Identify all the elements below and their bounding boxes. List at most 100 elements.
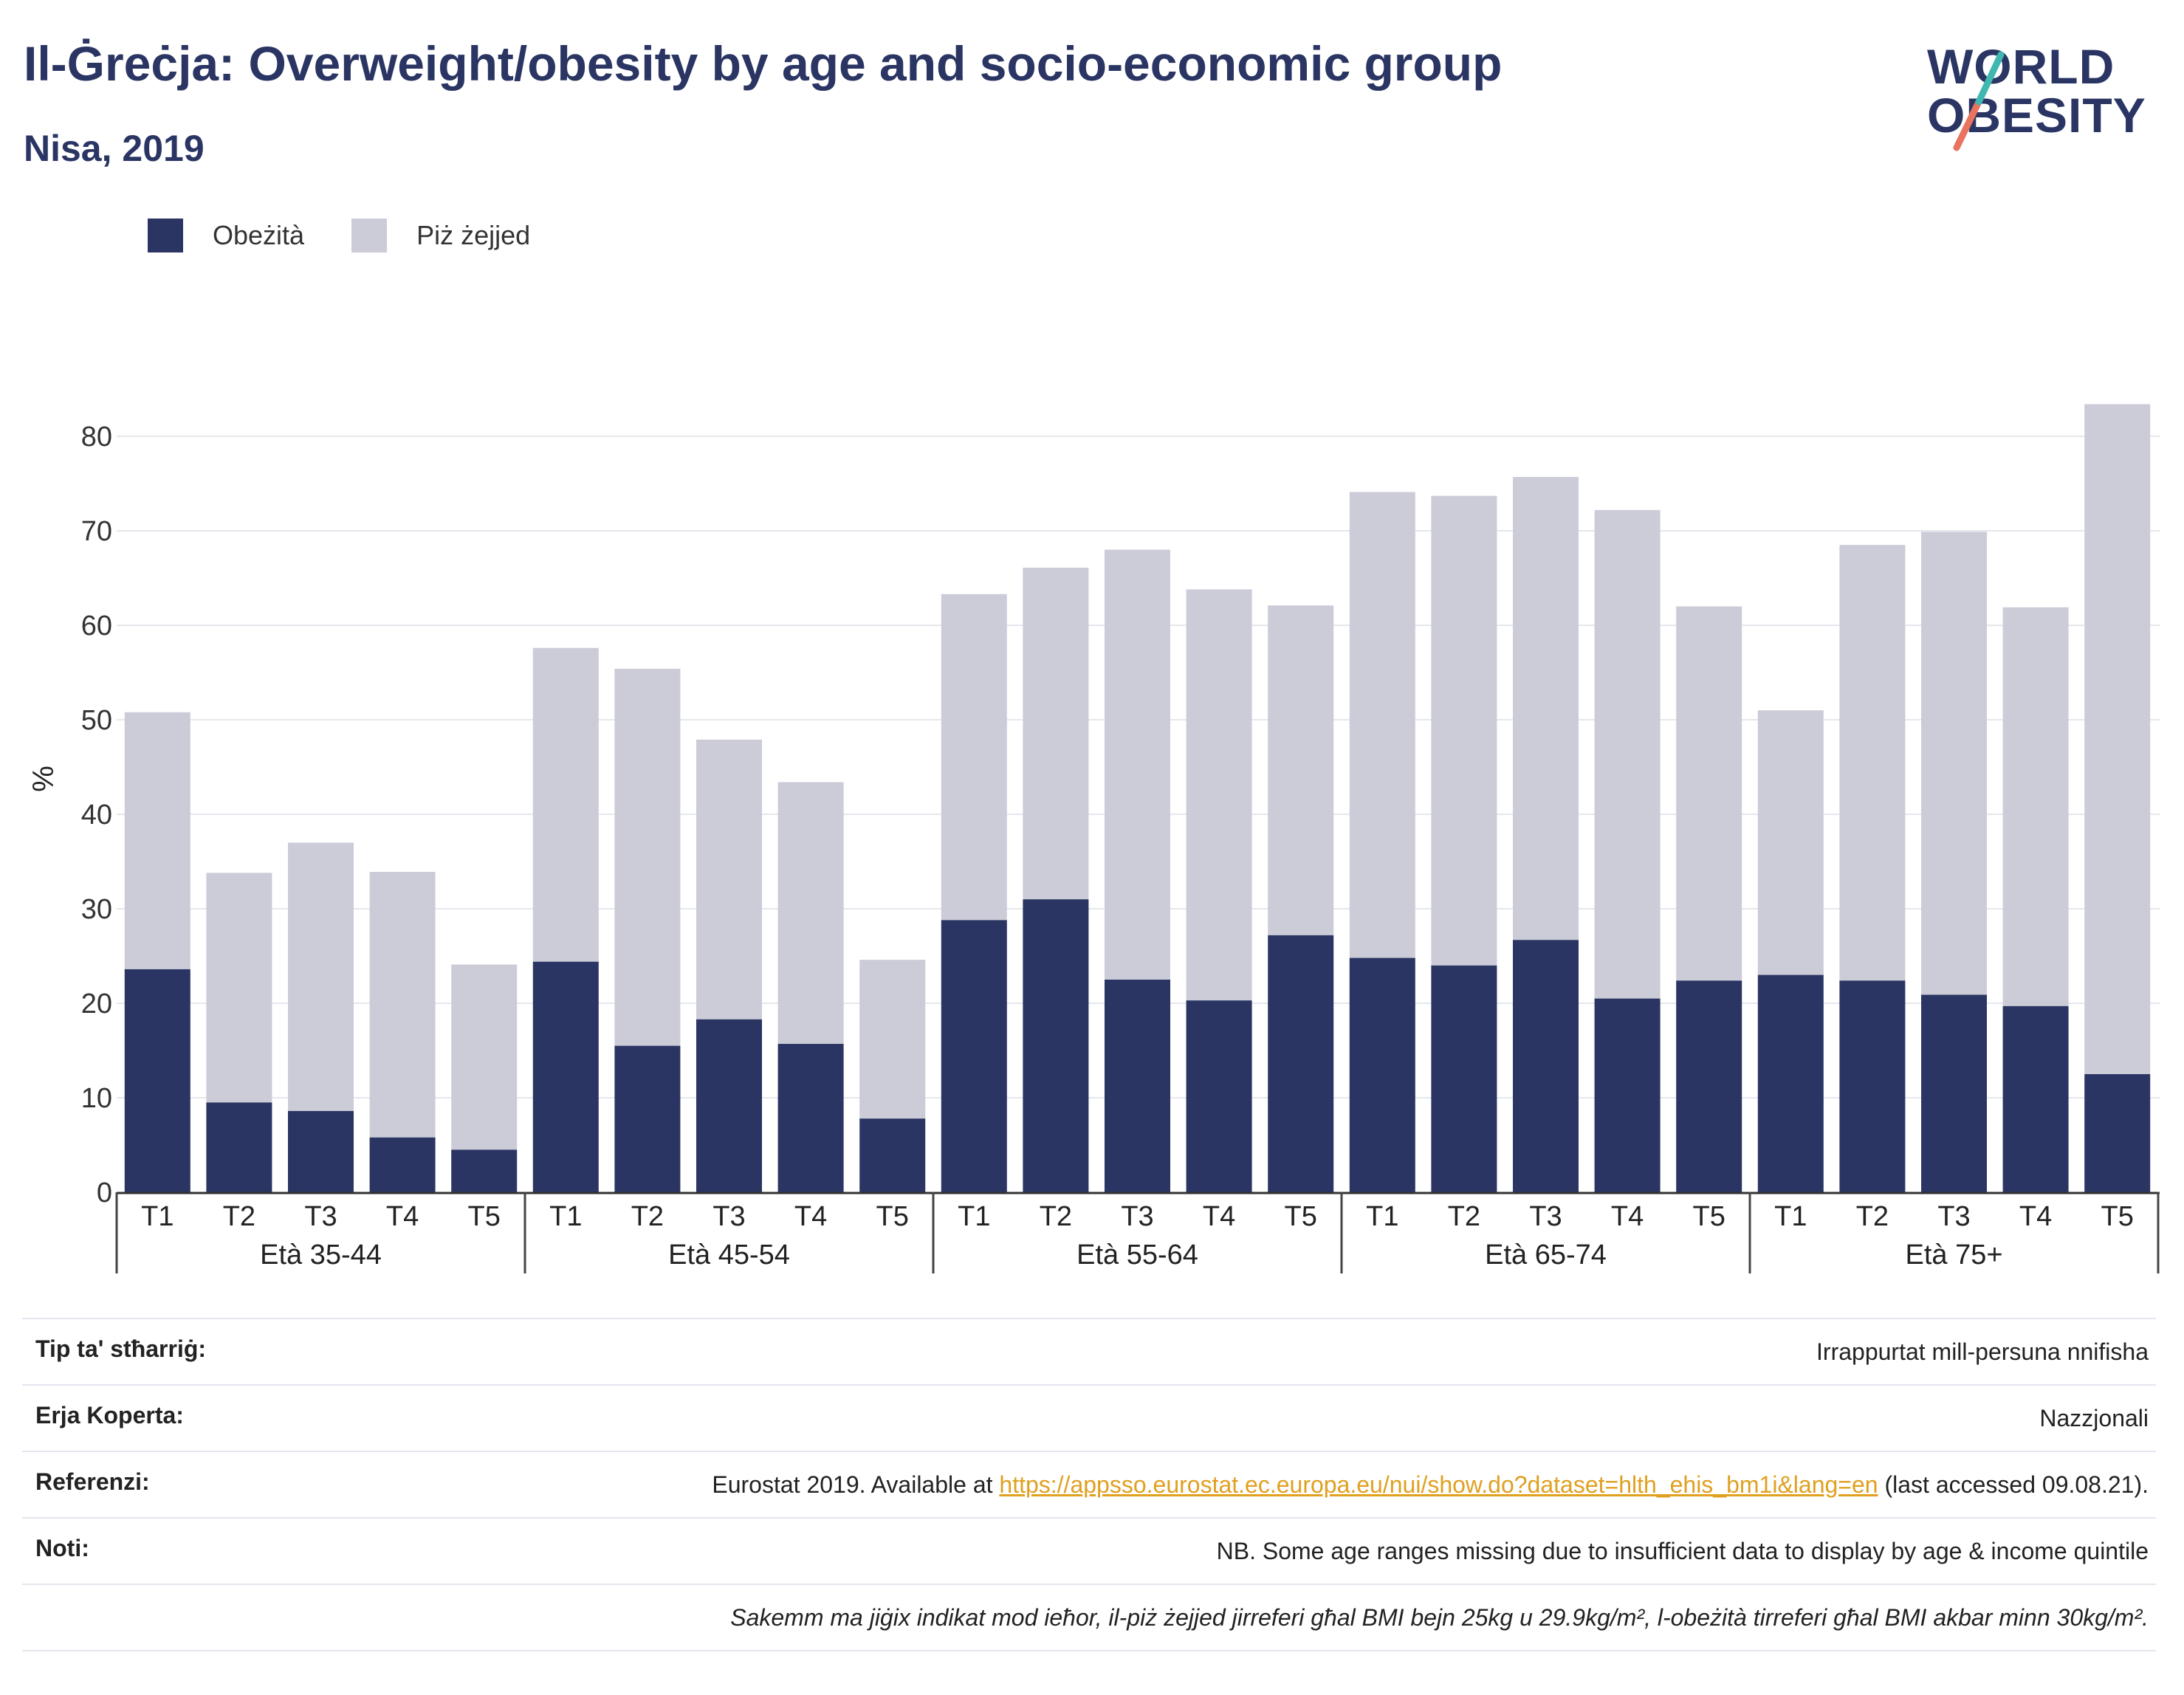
group-label: Età 55-64 [1076, 1240, 1198, 1271]
x-tick-label: T2 [1040, 1201, 1072, 1232]
bar-overweight [1268, 605, 1334, 935]
x-tick-label: T3 [304, 1201, 337, 1232]
x-tick-label: T5 [2101, 1201, 2134, 1232]
bar-overweight [124, 712, 190, 969]
x-tick-label: T1 [141, 1201, 174, 1232]
bar-obesity [1676, 980, 1742, 1192]
bar-obesity [941, 920, 1007, 1192]
bar-overweight [1023, 567, 1089, 900]
bar-overweight [369, 872, 436, 1138]
bar-obesity [532, 961, 599, 1192]
notes-label: Noti: [22, 1517, 357, 1584]
chart-subtitle: Nisa, 2019 [24, 128, 205, 169]
y-tick-label: 30 [81, 894, 112, 925]
bar-obesity [1839, 980, 1906, 1192]
x-tick-label: T5 [1693, 1201, 1725, 1232]
bar-overweight [1839, 545, 1906, 981]
bar-overweight [1513, 477, 1579, 941]
bar-obesity [1513, 940, 1579, 1192]
x-tick-label: T5 [1285, 1201, 1317, 1232]
bar-obesity [1023, 899, 1089, 1192]
x-tick-label: T3 [1121, 1201, 1153, 1232]
bar-overweight [1757, 710, 1824, 975]
bar-overweight [1349, 492, 1415, 958]
references-link[interactable]: https://appsso.eurostat.ec.europa.eu/nui… [999, 1471, 1878, 1498]
group-label: Età 35-44 [260, 1240, 382, 1271]
bar-obesity [1268, 935, 1334, 1192]
bar-overweight [1594, 509, 1661, 999]
chart-legend: Obeżità Piż żejjed [148, 219, 577, 252]
bar-obesity [451, 1149, 518, 1192]
group-label: Età 45-54 [668, 1240, 790, 1271]
bar-overweight [532, 647, 599, 962]
notes-value: NB. Some age ranges missing due to insuf… [357, 1517, 2156, 1584]
group-label: Età 65-74 [1485, 1240, 1607, 1271]
logo-slash-icon [1953, 51, 2005, 151]
x-tick-label: T2 [223, 1201, 255, 1232]
bar-obesity [1105, 980, 1170, 1192]
x-tick-label: T1 [549, 1201, 582, 1232]
references-prefix: Eurostat 2019. Available at [712, 1471, 1000, 1498]
bar-obesity [1757, 974, 1824, 1192]
references-suffix: (last accessed 09.08.21). [1878, 1471, 2149, 1498]
y-tick-label: 10 [81, 1083, 112, 1114]
y-tick-label: 40 [81, 800, 112, 831]
bar-overweight [2084, 404, 2151, 1074]
logo-text-world: WORLD [1927, 39, 2115, 94]
legend-item-overweight: Piż żejjed [351, 219, 530, 252]
legend-label-overweight: Piż żejjed [416, 220, 531, 250]
chart-title: Il-Ġreċja: Overweight/obesity by age and… [24, 36, 1503, 91]
bar-overweight [614, 668, 681, 1046]
bar-obesity [2084, 1074, 2151, 1192]
x-tick-label: T4 [794, 1201, 827, 1232]
x-tick-label: T5 [468, 1201, 501, 1232]
x-tick-label: T2 [631, 1201, 664, 1232]
x-tick-label: T1 [1366, 1201, 1398, 1232]
group-label: Età 75+ [1905, 1240, 2002, 1271]
x-tick-label: T4 [1611, 1201, 1644, 1232]
x-tick-label: T1 [1774, 1201, 1807, 1232]
area-value: Nazzjonali [357, 1384, 2156, 1451]
y-axis-label: % [27, 766, 60, 792]
bar-overweight [1431, 495, 1497, 966]
x-tick-label: T4 [2019, 1201, 2052, 1232]
bar-overweight [1921, 532, 1987, 995]
bar-overweight [451, 964, 518, 1150]
bar-overweight [2002, 607, 2069, 1006]
bar-obesity [369, 1137, 436, 1192]
bar-obesity [777, 1044, 844, 1192]
bar-overweight [288, 842, 354, 1111]
survey-type-label: Tip ta' stħarriġ: [22, 1318, 357, 1385]
area-label: Erja Koperta: [22, 1384, 357, 1451]
y-tick-label: 80 [81, 422, 112, 453]
bar-overweight [777, 782, 844, 1045]
x-tick-label: T1 [958, 1201, 990, 1232]
x-tick-label: T5 [876, 1201, 909, 1232]
notes-row-area: Erja Koperta: Nazzjonali [22, 1384, 2156, 1451]
notes-table: Tip ta' stħarriġ: Irrappurtat mill-persu… [22, 1318, 2156, 1651]
bar-obesity [1349, 957, 1415, 1192]
notes-row-notes: Noti: NB. Some age ranges missing due to… [22, 1517, 2156, 1584]
notes-row-definition: Sakemm ma jiġix indikat mod ieħor, il-pi… [22, 1584, 2156, 1651]
bar-overweight [941, 594, 1007, 921]
x-tick-label: T4 [1203, 1201, 1235, 1232]
bar-overweight [206, 873, 272, 1103]
bar-overweight [1186, 589, 1252, 1001]
legend-item-obesity: Obeżità [148, 219, 304, 252]
x-tick-label: T3 [1937, 1201, 1970, 1232]
x-tick-label: T4 [386, 1201, 419, 1232]
x-tick-label: T3 [712, 1201, 745, 1232]
bar-obesity [1431, 965, 1497, 1192]
bar-obesity [859, 1118, 926, 1192]
notes-row-survey-type: Tip ta' stħarriġ: Irrappurtat mill-persu… [22, 1318, 2156, 1385]
bar-obesity [696, 1019, 762, 1192]
bar-obesity [1594, 998, 1661, 1192]
x-tick-label: T2 [1448, 1201, 1480, 1232]
y-tick-label: 0 [97, 1177, 112, 1208]
x-tick-label: T2 [1856, 1201, 1889, 1232]
y-tick-label: 20 [81, 989, 112, 1020]
bar-obesity [288, 1110, 354, 1192]
definition-note: Sakemm ma jiġix indikat mod ieħor, il-pi… [357, 1584, 2156, 1651]
survey-type-value: Irrappurtat mill-persuna nnifisha [357, 1318, 2156, 1385]
x-tick-label: T3 [1529, 1201, 1562, 1232]
